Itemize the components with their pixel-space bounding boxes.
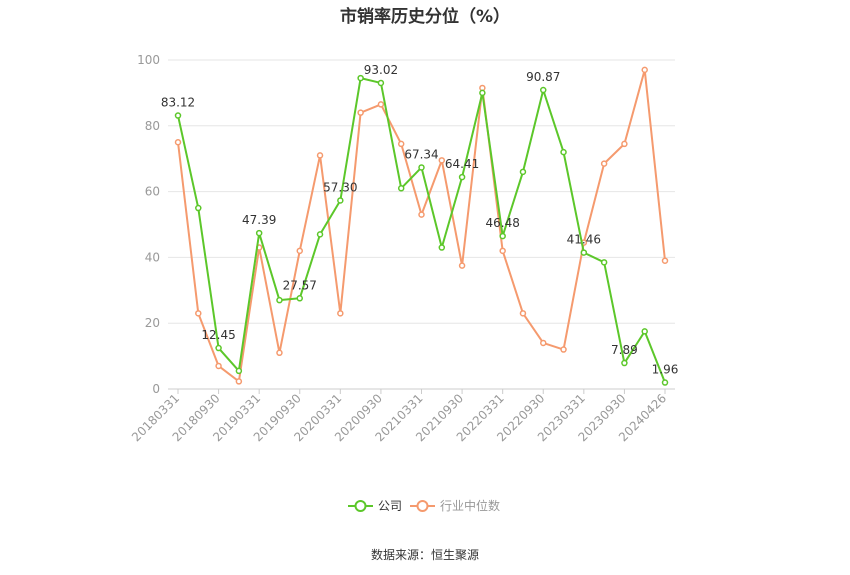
data-point <box>235 378 243 385</box>
data-point <box>438 244 446 251</box>
data-label: 93.02 <box>364 63 398 77</box>
data-point <box>357 109 364 116</box>
data-point <box>540 339 547 347</box>
data-label: 83.12 <box>161 96 195 110</box>
y-tick-label: 40 <box>145 250 160 264</box>
data-label: 46.48 <box>485 216 519 230</box>
y-tick-label: 0 <box>152 382 160 396</box>
data-point <box>357 74 364 82</box>
data-point <box>377 79 385 87</box>
data-point <box>438 157 446 164</box>
data-source: 数据来源：恒生聚源 <box>370 548 479 562</box>
legend-label: 行业中位数 <box>440 498 500 513</box>
data-point <box>458 262 466 269</box>
data-label: 67.34 <box>404 147 438 161</box>
data-point <box>296 247 303 255</box>
data-point <box>600 259 608 266</box>
data-label: 64.41 <box>445 157 479 171</box>
chart-title: 市销率历史分位（%） <box>339 7 511 27</box>
data-point <box>519 168 527 176</box>
data-point <box>235 367 243 375</box>
data-point <box>580 249 588 256</box>
data-label: 90.87 <box>526 70 560 84</box>
y-tick-label: 80 <box>145 119 160 133</box>
data-point <box>337 197 344 204</box>
data-point <box>499 232 506 240</box>
data-point <box>519 310 527 317</box>
data-point <box>296 295 303 302</box>
data-point <box>397 140 405 148</box>
data-point <box>377 101 385 108</box>
data-label: 27.57 <box>283 278 317 292</box>
data-point <box>174 112 182 119</box>
data-point <box>337 310 344 317</box>
data-point <box>316 231 324 238</box>
data-label: 57.30 <box>323 180 357 194</box>
series-line <box>177 77 666 383</box>
data-point <box>641 328 648 335</box>
data-point <box>418 211 425 218</box>
data-point <box>560 148 567 156</box>
data-label: 12.45 <box>201 328 235 342</box>
data-point <box>195 310 202 317</box>
data-point <box>621 359 628 367</box>
data-point <box>560 346 567 353</box>
data-point <box>255 229 263 237</box>
data-point <box>276 296 283 304</box>
data-point <box>621 140 628 148</box>
data-point <box>215 344 222 352</box>
data-point <box>215 362 222 370</box>
data-label: 47.39 <box>242 213 276 227</box>
data-point <box>316 152 324 159</box>
data-point <box>174 139 182 146</box>
data-point <box>276 349 283 357</box>
data-point <box>458 173 466 181</box>
data-point <box>661 257 669 264</box>
data-point <box>479 89 486 97</box>
data-point <box>540 86 547 94</box>
data-point <box>641 66 648 74</box>
data-point <box>661 379 669 386</box>
y-tick-label: 60 <box>145 185 160 199</box>
data-point <box>397 185 405 192</box>
y-tick-label: 20 <box>145 316 160 330</box>
data-point <box>499 247 506 255</box>
legend-label: 公司 <box>378 499 402 513</box>
legend-marker <box>416 500 429 512</box>
data-point <box>600 160 608 167</box>
data-point <box>418 164 425 171</box>
y-tick-label: 100 <box>137 53 160 67</box>
data-label: 1.96 <box>652 363 679 377</box>
data-point <box>195 204 202 212</box>
legend-marker <box>354 500 367 512</box>
data-label: 7.89 <box>611 343 638 357</box>
data-label: 41.46 <box>567 233 601 247</box>
